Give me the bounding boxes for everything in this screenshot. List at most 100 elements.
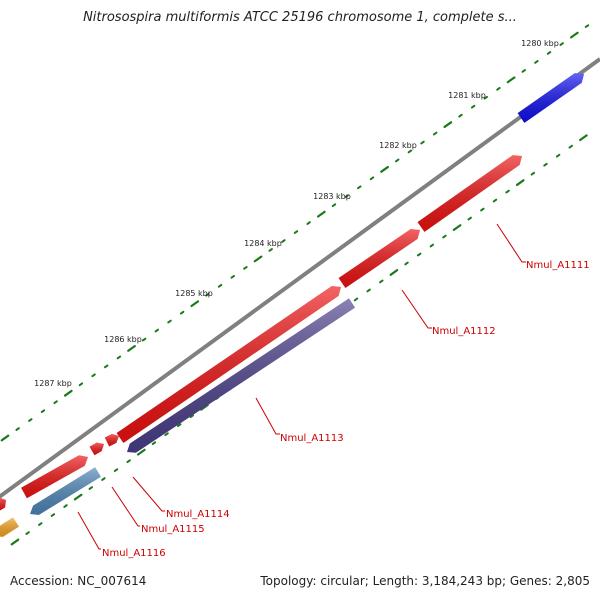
inner-tick xyxy=(467,216,472,221)
inner-tick xyxy=(366,288,371,293)
scale-tick-label: 1283 kbp xyxy=(313,192,351,201)
inner-tick xyxy=(515,179,525,187)
inner-tick xyxy=(505,189,510,194)
outer-tick xyxy=(369,176,375,181)
scale-tick-label: 1285 kbp xyxy=(175,289,213,298)
inner-tick xyxy=(416,252,422,257)
outer-tick xyxy=(331,203,337,208)
accession-label: Accession: NC_007614 xyxy=(10,574,147,588)
inner-tick xyxy=(113,468,119,472)
outer-tick xyxy=(190,300,200,308)
outer-tick xyxy=(569,31,579,39)
outer-tick xyxy=(78,382,84,387)
outer-tick xyxy=(534,60,539,64)
inner-tick xyxy=(579,134,588,142)
inner-tick xyxy=(25,531,30,535)
outer-tick xyxy=(306,221,311,225)
gene-nmul-a1114[interactable] xyxy=(116,286,341,443)
gene-label[interactable]: Nmul_A1115 xyxy=(141,524,205,535)
outer-tick xyxy=(521,69,526,73)
gene-label[interactable]: Nmul_A1111 xyxy=(526,260,590,271)
inner-tick xyxy=(126,459,131,464)
inner-tick xyxy=(164,432,169,437)
outer-tick xyxy=(420,140,425,145)
genome-backbone xyxy=(0,57,600,499)
inner-tick xyxy=(353,297,359,302)
inner-tick xyxy=(101,477,106,481)
outer-tick xyxy=(53,400,58,405)
outer-tick xyxy=(205,292,210,297)
outer-tick xyxy=(443,121,453,129)
outer-tick xyxy=(584,24,590,28)
outer-tick xyxy=(217,283,223,288)
map-title: Nitrosospira multiformis ATCC 25196 chro… xyxy=(83,10,517,25)
label-leader-line xyxy=(132,476,165,512)
inner-tick xyxy=(38,522,43,526)
outer-tick xyxy=(127,345,136,352)
inner-tick xyxy=(50,513,56,517)
gene-orange[interactable] xyxy=(0,517,19,537)
outer-tick xyxy=(63,389,73,397)
outer-tick xyxy=(253,255,263,263)
inner-tick xyxy=(429,243,435,248)
outer-tick xyxy=(268,248,273,252)
outer-tick xyxy=(154,328,160,333)
gene-label[interactable]: Nmul_A1114 xyxy=(166,509,230,520)
gene-nmul-a1112[interactable] xyxy=(338,229,420,288)
inner-tick xyxy=(492,198,498,203)
gene-nmul-a1111[interactable] xyxy=(417,155,523,232)
outer-tick xyxy=(432,131,438,136)
gene-label[interactable]: Nmul_A1116 xyxy=(102,548,166,559)
outer-tick xyxy=(281,239,286,243)
outer-tick xyxy=(15,427,20,431)
scale-tick-label: 1287 kbp xyxy=(34,379,72,388)
inner-tick xyxy=(555,153,561,158)
outer-tick xyxy=(458,113,463,118)
outer-tick xyxy=(344,194,349,199)
outer-tick xyxy=(470,104,476,109)
gene-label[interactable]: Nmul_A1112 xyxy=(432,326,496,337)
gene-nmul-a1113[interactable] xyxy=(127,298,355,453)
outer-tick xyxy=(103,364,109,369)
gene-red-edge[interactable] xyxy=(0,497,6,511)
inner-tick xyxy=(568,144,573,149)
outer-tick xyxy=(316,210,326,218)
outer-tick xyxy=(116,355,122,360)
gene-label[interactable]: Nmul_A1113 xyxy=(280,433,344,444)
outer-tick xyxy=(293,230,299,234)
outer-tick xyxy=(357,185,362,190)
scale-tick-label: 1282 kbp xyxy=(379,141,417,150)
outer-tick xyxy=(380,165,389,173)
label-leader-line xyxy=(496,223,526,263)
inner-tick xyxy=(10,538,20,546)
inner-tick xyxy=(379,279,384,284)
genome-summary: Topology: circular; Length: 3,184,243 bp… xyxy=(260,574,590,588)
inner-tick xyxy=(543,162,548,167)
outer-tick xyxy=(141,337,147,342)
inner-tick xyxy=(151,441,157,446)
outer-tick xyxy=(407,149,413,154)
label-leader-line xyxy=(401,289,432,329)
inner-tick xyxy=(88,486,94,490)
label-leader-line xyxy=(255,397,280,435)
inner-tick xyxy=(136,448,146,456)
inner-tick xyxy=(63,504,68,508)
gene-nmul-a1115-part[interactable] xyxy=(89,442,105,456)
outer-tick xyxy=(230,274,235,279)
gene-red-left[interactable] xyxy=(21,455,89,499)
gene-blue[interactable] xyxy=(517,73,584,123)
outer-tick xyxy=(243,266,248,270)
outer-tick xyxy=(394,158,400,163)
inner-tick xyxy=(389,269,399,276)
outer-tick xyxy=(167,319,172,324)
inner-tick xyxy=(452,224,462,231)
inner-tick xyxy=(530,171,536,176)
label-leader-line xyxy=(77,511,101,550)
scale-tick-label: 1280 kbp xyxy=(521,39,559,48)
gene-nmul-a1116[interactable] xyxy=(30,467,101,515)
gene-nmul-a1115[interactable] xyxy=(104,433,119,447)
outer-tick xyxy=(496,86,501,91)
outer-tick xyxy=(0,434,10,442)
inner-tick xyxy=(73,493,83,501)
